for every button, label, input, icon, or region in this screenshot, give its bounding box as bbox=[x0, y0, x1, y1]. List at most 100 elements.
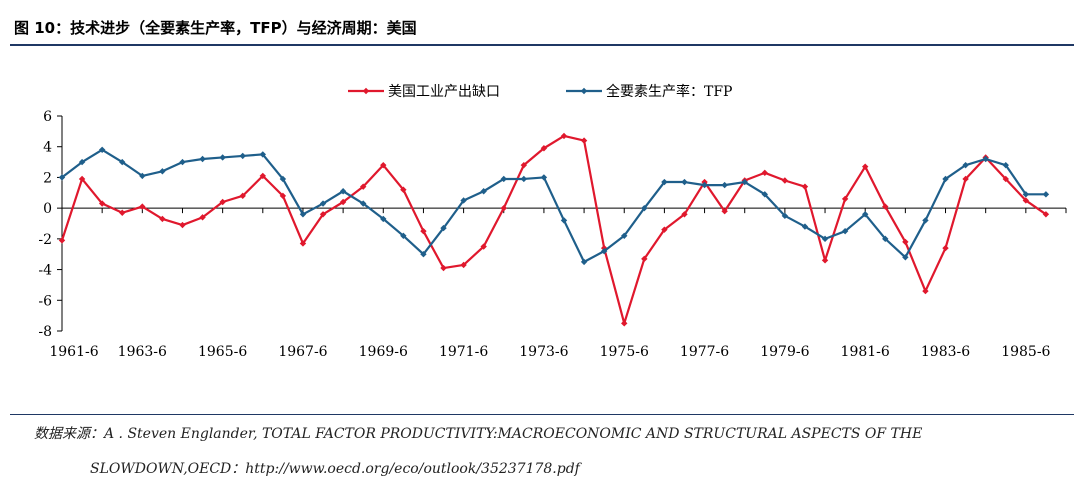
data-point-series-2 bbox=[259, 151, 266, 158]
data-point-series-2 bbox=[58, 174, 66, 181]
data-point-series-1 bbox=[78, 175, 86, 183]
axes: 6 4 2 0 -2 -4 -6 -8 1961-6 1963-6 1965-6 1967-6 1969… bbox=[38, 109, 1067, 360]
x-tick-label: 1983-6 bbox=[921, 344, 970, 360]
data-point-series-1 bbox=[319, 211, 327, 218]
data-point-series-2 bbox=[1002, 161, 1009, 169]
data-point-series-2 bbox=[701, 181, 708, 189]
title-rule bbox=[10, 44, 1074, 46]
data-point-series-1 bbox=[1002, 175, 1009, 183]
data-point-series-2 bbox=[360, 200, 367, 207]
data-point-series-2 bbox=[681, 178, 688, 186]
data-point-series-1 bbox=[681, 211, 688, 218]
data-point-series-1 bbox=[821, 257, 829, 264]
data-point-series-1 bbox=[339, 198, 347, 206]
data-point-series-1 bbox=[500, 204, 507, 212]
figure-title: 图 10：技术进步（全要素生产率，TFP）与经济周期：美国 bbox=[14, 19, 417, 37]
data-point-series-1 bbox=[1042, 211, 1050, 218]
data-point-series-2 bbox=[380, 215, 387, 223]
data-point-series-1 bbox=[179, 221, 186, 229]
data-point-series-1 bbox=[400, 186, 407, 193]
data-point-series-1 bbox=[580, 137, 588, 144]
data-point-series-1 bbox=[58, 237, 66, 244]
data-point-series-2 bbox=[98, 146, 106, 153]
data-point-series-1 bbox=[480, 243, 487, 250]
x-tick-label: 1973-6 bbox=[519, 344, 568, 360]
y-tick-label: -6 bbox=[38, 293, 52, 309]
data-point-series-2 bbox=[219, 154, 226, 161]
data-point-series-1 bbox=[621, 320, 628, 327]
x-tick-label: 1963-6 bbox=[118, 344, 167, 360]
x-tick-label: 1967-6 bbox=[278, 344, 327, 360]
source-rule bbox=[10, 414, 1074, 415]
data-point-series-2 bbox=[761, 191, 768, 198]
x-tick-label: 1969-6 bbox=[359, 344, 408, 360]
data-point-series-2 bbox=[1022, 191, 1030, 198]
data-point-series-2 bbox=[902, 254, 909, 261]
data-point-series-2 bbox=[721, 181, 728, 189]
data-point-series-2 bbox=[862, 211, 869, 218]
data-point-series-1 bbox=[942, 244, 949, 252]
legend-marker-2 bbox=[580, 87, 588, 95]
data-point-series-2 bbox=[279, 175, 287, 183]
data-point-series-2 bbox=[1042, 191, 1050, 198]
y-tick-label: -2 bbox=[38, 232, 52, 248]
legend-marker-1 bbox=[362, 87, 370, 95]
data-point-series-1 bbox=[962, 175, 969, 183]
data-point-series-2 bbox=[821, 235, 829, 243]
data-point-series-2 bbox=[661, 178, 668, 186]
data-point-series-2 bbox=[400, 232, 407, 239]
x-tick-label: 1971-6 bbox=[439, 344, 488, 360]
data-point-series-2 bbox=[199, 155, 206, 163]
data-point-series-1 bbox=[159, 215, 166, 223]
data-point-series-1 bbox=[641, 255, 648, 263]
data-point-series-2 bbox=[139, 172, 146, 180]
source-note-line2: SLOWDOWN,OECD：http://www.oecd.org/eco/ou… bbox=[90, 461, 580, 477]
y-tick-label: -8 bbox=[38, 324, 52, 340]
data-point-series-2 bbox=[641, 204, 648, 212]
data-point-series-1 bbox=[139, 203, 146, 210]
x-tick-label: 1975-6 bbox=[600, 344, 649, 360]
plot-area bbox=[58, 132, 1050, 327]
x-tick-label: 1985-6 bbox=[1001, 344, 1050, 360]
data-point-series-2 bbox=[159, 168, 166, 175]
data-point-series-1 bbox=[360, 183, 367, 190]
data-point-series-2 bbox=[119, 158, 126, 166]
y-tick-label: -4 bbox=[38, 263, 52, 279]
data-point-series-1 bbox=[841, 195, 849, 203]
data-point-series-2 bbox=[299, 211, 307, 218]
legend: 美国工业产出缺口 全要素生产率：TFP bbox=[348, 83, 732, 100]
data-point-series-2 bbox=[621, 232, 628, 239]
data-point-series-1 bbox=[299, 240, 307, 247]
data-point-series-1 bbox=[279, 192, 287, 200]
y-tick-label: 0 bbox=[43, 201, 52, 217]
data-point-series-1 bbox=[380, 161, 387, 169]
y-tick-label: 4 bbox=[43, 140, 52, 156]
data-point-series-2 bbox=[319, 200, 327, 207]
data-point-series-1 bbox=[761, 169, 768, 177]
data-point-series-1 bbox=[219, 198, 226, 206]
data-point-series-2 bbox=[480, 188, 487, 195]
data-point-series-2 bbox=[520, 175, 528, 183]
data-point-series-2 bbox=[460, 197, 467, 204]
data-point-series-1 bbox=[98, 200, 106, 207]
data-point-series-2 bbox=[982, 155, 989, 163]
data-point-series-2 bbox=[540, 174, 548, 181]
series-line-1 bbox=[60, 134, 1047, 325]
data-point-series-2 bbox=[882, 235, 889, 243]
data-point-series-2 bbox=[741, 178, 748, 186]
data-point-series-2 bbox=[420, 251, 427, 258]
data-point-series-1 bbox=[781, 177, 789, 184]
data-point-series-1 bbox=[882, 203, 889, 210]
data-point-series-1 bbox=[560, 132, 568, 140]
legend-label-2: 全要素生产率：TFP bbox=[606, 83, 732, 100]
data-point-series-1 bbox=[1022, 197, 1030, 204]
data-point-series-2 bbox=[580, 258, 588, 266]
data-point-series-1 bbox=[721, 208, 728, 215]
data-point-series-1 bbox=[902, 238, 909, 246]
data-point-series-2 bbox=[239, 152, 246, 160]
data-point-series-2 bbox=[942, 175, 949, 183]
legend-label-1: 美国工业产出缺口 bbox=[388, 84, 500, 100]
x-tick-label: 1965-6 bbox=[198, 344, 247, 360]
data-point-series-1 bbox=[520, 161, 528, 169]
x-tick-label: 1979-6 bbox=[760, 344, 809, 360]
